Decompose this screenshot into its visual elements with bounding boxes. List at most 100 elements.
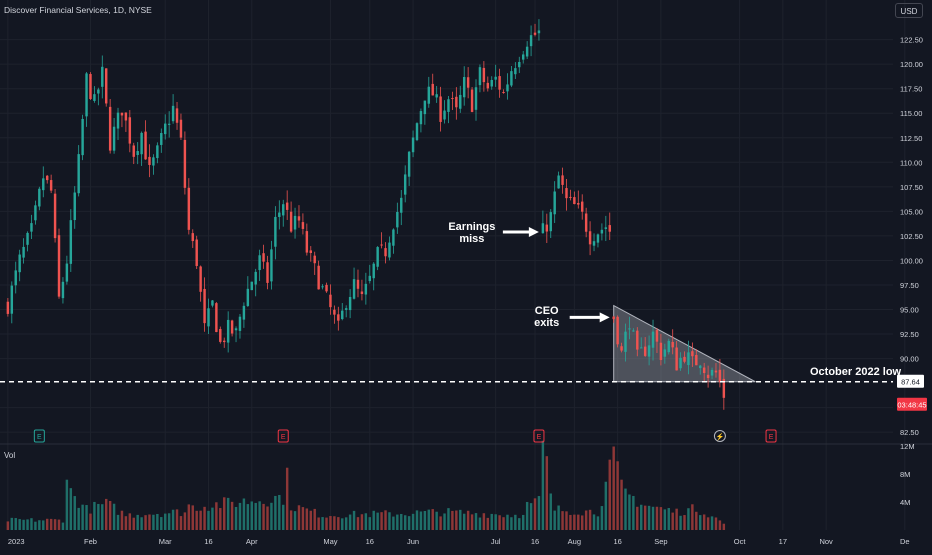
candle-body bbox=[478, 67, 482, 86]
volume-bar bbox=[250, 501, 253, 530]
candle-body bbox=[419, 111, 423, 125]
volume-bar bbox=[541, 440, 545, 530]
candle-body bbox=[250, 281, 253, 291]
candle-body bbox=[655, 330, 659, 342]
candle-body bbox=[230, 320, 234, 334]
volume-bar bbox=[451, 510, 454, 530]
volume-bar bbox=[557, 505, 560, 530]
volume-bar bbox=[498, 515, 501, 530]
currency-button[interactable]: USD bbox=[895, 3, 923, 18]
volume-bar bbox=[640, 504, 643, 530]
candle-body bbox=[561, 175, 564, 185]
volume-bar bbox=[502, 517, 505, 530]
volume-bar bbox=[415, 510, 419, 530]
time-axis[interactable]: 2023 Feb Mar 16 Apr May 16 Jun Jul 16 Aug 16 Sep Oct 1… bbox=[8, 537, 910, 546]
volume-bar bbox=[360, 514, 364, 530]
volume-bar bbox=[65, 479, 69, 530]
volume-bar bbox=[702, 514, 706, 530]
candle-body bbox=[171, 105, 175, 122]
volume-bar bbox=[18, 519, 21, 530]
volume-bar bbox=[525, 501, 529, 530]
volume-bar bbox=[647, 505, 651, 530]
volume-bar bbox=[226, 497, 230, 530]
candle-body bbox=[553, 191, 556, 215]
candle-body bbox=[691, 351, 694, 357]
candle-body bbox=[97, 89, 100, 94]
candle-body bbox=[663, 349, 667, 357]
price-axis[interactable]: 122.50 120.00 117.50 115.00 112.50 110.00 107.… bbox=[897, 36, 927, 507]
candle-body bbox=[309, 250, 312, 254]
volume-bar bbox=[195, 510, 198, 530]
volume-bar bbox=[69, 488, 73, 530]
candle-body bbox=[164, 123, 167, 135]
symbol-title[interactable]: Discover Financial Services, 1D, NYSE bbox=[4, 5, 152, 15]
ann-earn-line: Earnings bbox=[448, 220, 496, 233]
volume-bar bbox=[506, 514, 509, 530]
candle-body bbox=[545, 224, 549, 232]
ann-earn-line: miss bbox=[459, 232, 485, 245]
candle-body bbox=[132, 145, 135, 157]
volume-bar bbox=[592, 514, 596, 530]
last-price-value: 87.64 bbox=[901, 378, 920, 387]
volume-bar bbox=[494, 514, 497, 530]
candle-body bbox=[278, 212, 281, 218]
time-tick-label: Oct bbox=[734, 537, 747, 546]
volume-bar bbox=[521, 514, 525, 530]
volume-bar bbox=[73, 496, 76, 530]
volume-bar bbox=[651, 506, 655, 530]
volume-bar bbox=[573, 514, 576, 530]
candle-body bbox=[604, 227, 608, 229]
volume-bar bbox=[643, 505, 647, 530]
volume-bar bbox=[565, 511, 568, 530]
candle-body bbox=[289, 211, 293, 232]
volume-bar bbox=[722, 523, 726, 530]
candle-body bbox=[643, 346, 647, 356]
candle-body bbox=[73, 192, 76, 221]
volume-bar bbox=[348, 514, 352, 530]
candle-body bbox=[584, 213, 588, 232]
candle-body bbox=[93, 94, 96, 101]
candle-body bbox=[234, 328, 238, 331]
event-markers[interactable]: E E E ⚡ E bbox=[33, 429, 777, 443]
candle-body bbox=[45, 175, 49, 181]
candle-body bbox=[160, 133, 163, 145]
volume-bar bbox=[667, 508, 670, 530]
candle-body bbox=[167, 123, 171, 125]
candle-body bbox=[415, 123, 419, 141]
countdown-tag bbox=[897, 397, 927, 411]
price-tick-label: 107.50 bbox=[900, 183, 923, 192]
candle-body bbox=[108, 106, 112, 151]
volume-pane-label[interactable]: Vol bbox=[4, 451, 16, 460]
time-tick-label: Sep bbox=[654, 537, 667, 546]
volume-bar bbox=[392, 516, 395, 530]
volume-bar bbox=[608, 459, 611, 530]
volume-bar bbox=[364, 513, 368, 530]
candle-body bbox=[104, 68, 108, 104]
volume-bar bbox=[518, 518, 521, 530]
volume-bar bbox=[510, 517, 513, 530]
volume-bar bbox=[42, 520, 45, 530]
volume-bar bbox=[26, 519, 29, 530]
volume-bar bbox=[230, 501, 234, 530]
volume-bar bbox=[537, 496, 541, 530]
ceo-arrow-head bbox=[599, 312, 610, 323]
volume-bar bbox=[439, 516, 442, 530]
event-marker-glyph: E bbox=[537, 434, 542, 441]
candle-body bbox=[581, 201, 584, 212]
volume-bar bbox=[219, 508, 222, 530]
volume-bar bbox=[234, 506, 238, 530]
candle-body bbox=[144, 131, 147, 160]
volume-bar bbox=[136, 514, 139, 530]
volume-bar bbox=[337, 517, 340, 530]
volume-bar bbox=[545, 456, 549, 530]
candle-body bbox=[305, 231, 309, 253]
candle-body bbox=[226, 319, 230, 343]
volume-bar bbox=[49, 518, 53, 530]
volume-bar bbox=[706, 517, 710, 530]
volume-bar bbox=[132, 517, 135, 530]
volume-bar bbox=[77, 507, 80, 530]
price-tick-label: 115.00 bbox=[900, 109, 922, 118]
candle-body bbox=[455, 96, 458, 108]
